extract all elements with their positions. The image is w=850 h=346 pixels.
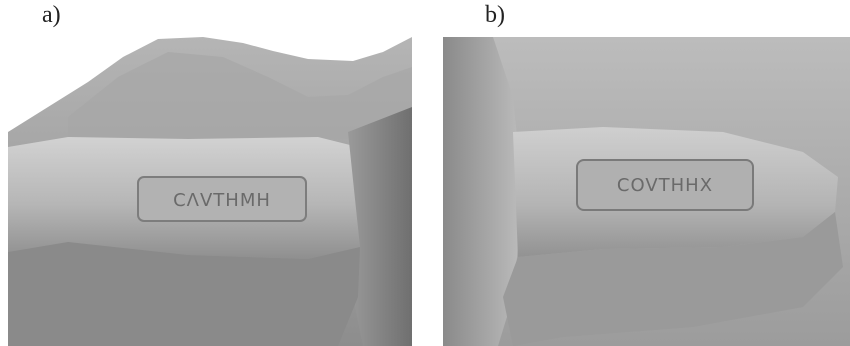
amphora-handle-a-image: CΛVTHMH xyxy=(8,37,412,346)
stamp-text-b: COVTHHX xyxy=(617,175,713,196)
amphora-handle-b-image: COVTHHX xyxy=(443,37,850,346)
stamp-frame-a xyxy=(137,176,307,222)
panel-b-label: b) xyxy=(485,2,505,28)
stamp-text-a: CΛVTHMH xyxy=(173,190,271,211)
panel-a-photo: CΛVTHMH xyxy=(8,37,412,346)
panel-b-photo: COVTHHX xyxy=(443,37,850,346)
panel-a-label: a) xyxy=(42,2,61,28)
stamp-frame-b xyxy=(576,159,754,211)
